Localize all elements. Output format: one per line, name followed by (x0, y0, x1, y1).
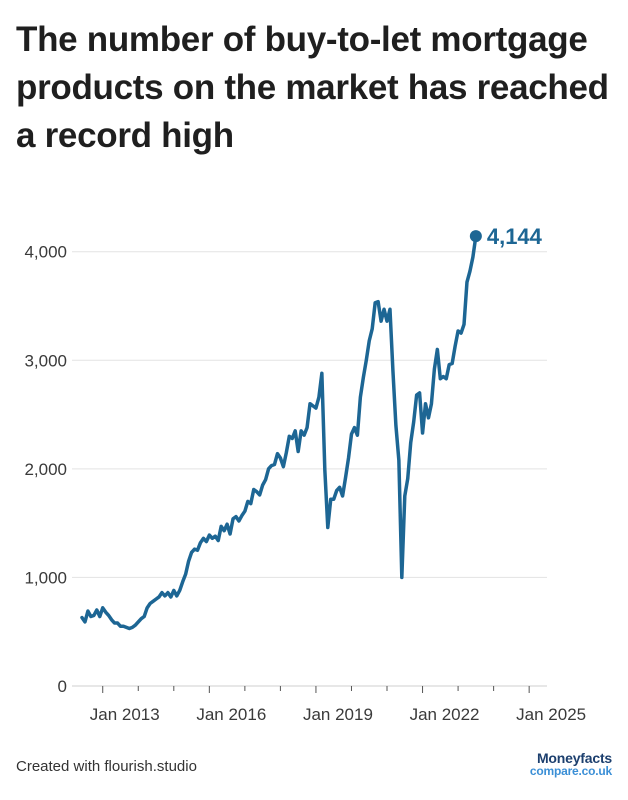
annotations: 4,144 (469, 224, 543, 249)
credit-text[interactable]: Created with flourish.studio (16, 758, 197, 775)
brand-logo-line1: Moneyfacts (536, 750, 612, 766)
y-axis-labels: 0 1,000 2,000 3,000 4,000 (24, 243, 67, 696)
brand-logo-line2: compare.co.uk (529, 764, 612, 778)
chart-title: The number of buy-to-let mortgage produc… (16, 20, 609, 155)
y-tick-label-1: 1,000 (24, 568, 67, 587)
x-tick-label-3: Jan 2022 (410, 705, 480, 724)
x-axis: Jan 2013 Jan 2016 Jan 2019 Jan 2022 Jan 2025 (72, 685, 586, 724)
y-tick-label-4: 4,000 (24, 243, 67, 262)
x-tick-label-1: Jan 2016 (196, 705, 266, 724)
series (80, 234, 478, 631)
end-value-label: 4,144 (487, 224, 543, 249)
x-tick-label-4: Jan 2025 (516, 705, 586, 724)
brand-logo[interactable]: Moneyfacts compare.co.uk (529, 750, 612, 778)
end-point-marker (469, 230, 482, 243)
gridlines (72, 251, 547, 578)
series-line-0 (80, 234, 478, 631)
x-tick-label-0: Jan 2013 (90, 705, 160, 724)
x-tick-label-2: Jan 2019 (303, 705, 373, 724)
y-tick-label-3: 3,000 (24, 351, 67, 370)
y-tick-label-2: 2,000 (24, 460, 67, 479)
y-tick-label-0: 0 (58, 677, 67, 696)
